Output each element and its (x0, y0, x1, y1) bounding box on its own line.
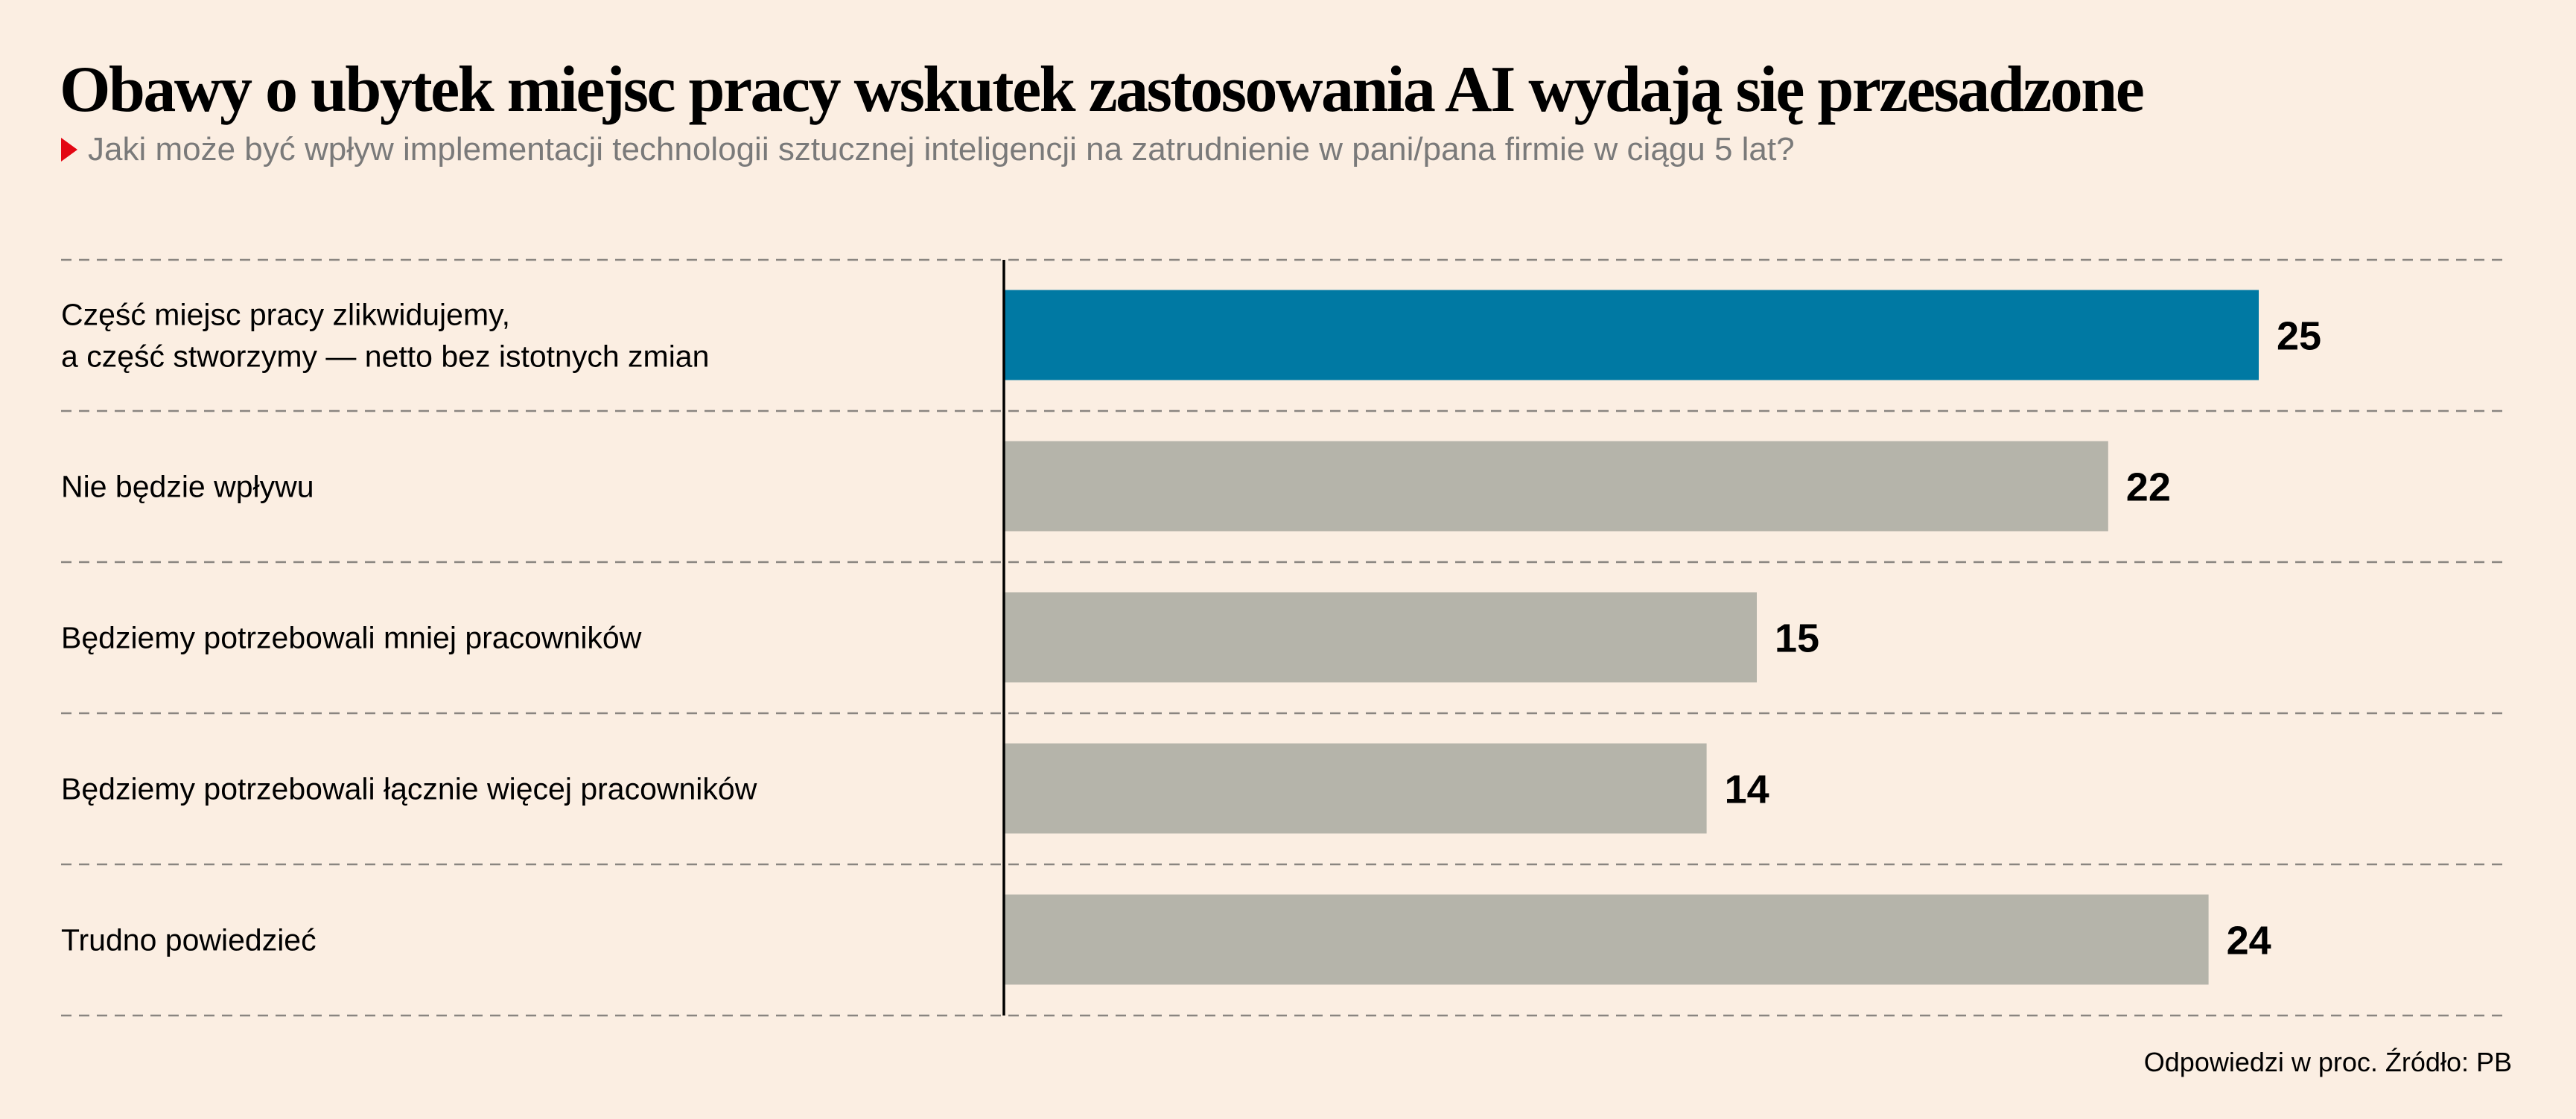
value-label: 22 (2126, 465, 2171, 510)
bar (1004, 894, 2209, 985)
subtitle-text: Jaki może być wpływ implementacji techno… (88, 131, 1795, 168)
category-label-line: a część stworzymy — netto bez istotnych … (61, 339, 709, 374)
category-label-line: Trudno powiedzieć (61, 923, 317, 957)
value-label: 15 (1775, 616, 1819, 661)
category-label: Część miejsc pracy zlikwidujemy, a część … (61, 298, 709, 374)
bar (1004, 441, 2108, 532)
value-label: 14 (1725, 768, 1769, 812)
value-label: 24 (2227, 919, 2271, 963)
bar (1004, 743, 1707, 834)
category-label-line: Będziemy potrzebowali łącznie więcej pra… (61, 772, 757, 806)
category-label: Będziemy potrzebowali łącznie więcej pra… (61, 772, 757, 806)
chart-subtitle: Jaki może być wpływ implementacji techno… (61, 131, 1795, 168)
category-label: Będziemy potrzebowali mniej pracowników (61, 621, 642, 655)
category-label-line: Będziemy potrzebowali mniej pracowników (61, 621, 642, 655)
category-label-line: Część miejsc pracy zlikwidujemy, (61, 298, 510, 332)
value-label: 25 (2277, 314, 2321, 359)
bar (1004, 592, 1757, 683)
triangle-marker-icon (61, 138, 77, 162)
category-label-line: Nie będzie wpływu (61, 470, 314, 504)
category-label: Trudno powiedzieć (61, 923, 317, 957)
chart-title: Obawy o ubytek miejsc pracy wskutek zast… (60, 54, 2145, 126)
bar (1004, 290, 2259, 380)
category-label: Nie będzie wpływu (61, 470, 314, 504)
chart-footer-source: Odpowiedzi w proc. Źródło: PB (2143, 1047, 2512, 1077)
